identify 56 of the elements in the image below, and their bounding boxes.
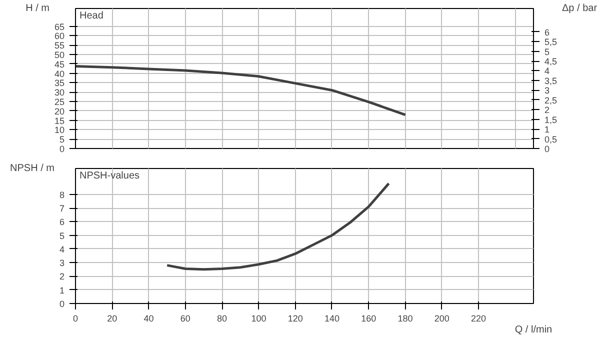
y-tick-label: 1	[59, 285, 65, 296]
x-tick-label: 60	[180, 314, 190, 324]
y-tick-label: 10	[54, 125, 65, 136]
x-axis-title: Q / l/min	[514, 324, 552, 336]
y2-tick-label: 4,5	[544, 56, 558, 66]
x-tick-label: 20	[107, 314, 118, 324]
line-series	[76, 64, 407, 116]
line-series	[166, 182, 390, 271]
y-axis-title: H / m	[26, 3, 50, 14]
x-tick-label: 140	[324, 314, 340, 324]
y-tick-label: 0	[59, 144, 65, 154]
chart-title: NPSH-values	[80, 170, 140, 182]
y-tick-label: 30	[54, 88, 65, 98]
y2-tick-label: 0	[544, 144, 550, 154]
x-tick-label: 40	[144, 314, 154, 324]
y2-axis-title: Δp / bar	[562, 3, 598, 14]
y-tick-label: 45	[54, 59, 65, 70]
y-tick-label: 2	[59, 272, 65, 282]
y-tick-label: 55	[54, 40, 65, 51]
y-tick-label: 3	[59, 258, 65, 268]
x-tick-label: 200	[434, 314, 450, 324]
y-tick-label: 4	[59, 244, 65, 254]
y-tick-label: 8	[59, 190, 65, 200]
y-tick-label: 25	[54, 97, 65, 108]
x-tick-label: 120	[288, 314, 303, 324]
y-tick-label: 35	[54, 78, 65, 88]
x-tick-label: 80	[217, 314, 228, 324]
y-tick-label: 40	[54, 68, 65, 79]
y-tick-label: 20	[54, 106, 65, 116]
y-tick-label: 60	[54, 31, 65, 42]
y2-tick-label: 6	[544, 27, 550, 38]
y2-tick-label: 0,5	[544, 134, 558, 144]
x-tick-label: 180	[398, 314, 413, 324]
y2-tick-label: 3,5	[544, 76, 558, 86]
y2-tick-label: 3	[544, 86, 550, 96]
y-axis-title: NPSH / m	[10, 163, 54, 174]
y2-tick-label: 5	[544, 46, 550, 57]
x-tick-label: 160	[361, 314, 376, 324]
y2-tick-label: 4	[544, 66, 550, 76]
x-tick-label: 220	[471, 314, 486, 324]
y-tick-label: 50	[54, 50, 65, 60]
y-tick-label: 15	[54, 116, 65, 126]
y2-tick-label: 2	[544, 105, 550, 116]
y2-tick-label: 1,5	[544, 114, 558, 125]
chart-title: Head	[80, 10, 104, 22]
x-tick-label: 100	[251, 314, 266, 324]
x-tick-label: 0	[72, 314, 78, 324]
y-tick-label: 6	[59, 217, 65, 228]
y-tick-label: 5	[59, 134, 65, 145]
y2-tick-label: 1	[544, 124, 550, 135]
y-tick-label: 7	[59, 204, 65, 214]
y-tick-label: 0	[59, 299, 65, 309]
y-tick-label: 5	[59, 230, 65, 241]
y2-tick-label: 2,5	[544, 95, 558, 106]
y-tick-label: 65	[54, 22, 65, 32]
y2-tick-label: 5,5	[544, 37, 558, 48]
